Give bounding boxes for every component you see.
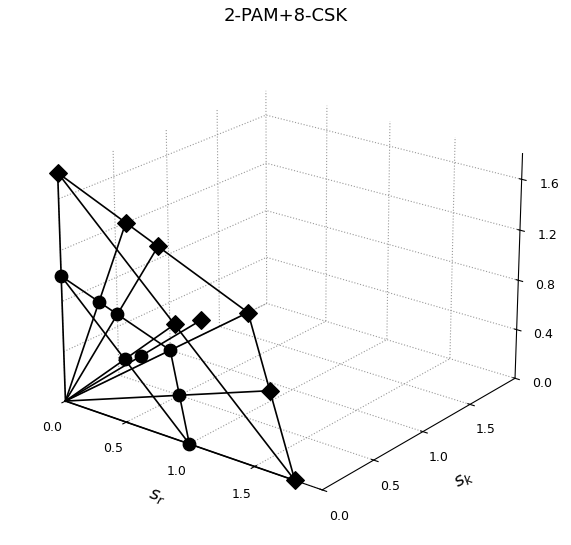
- X-axis label: $s_r$: $s_r$: [146, 485, 168, 508]
- Y-axis label: $s_k$: $s_k$: [451, 467, 476, 492]
- Title: 2-PAM+8-CSK: 2-PAM+8-CSK: [223, 7, 348, 25]
